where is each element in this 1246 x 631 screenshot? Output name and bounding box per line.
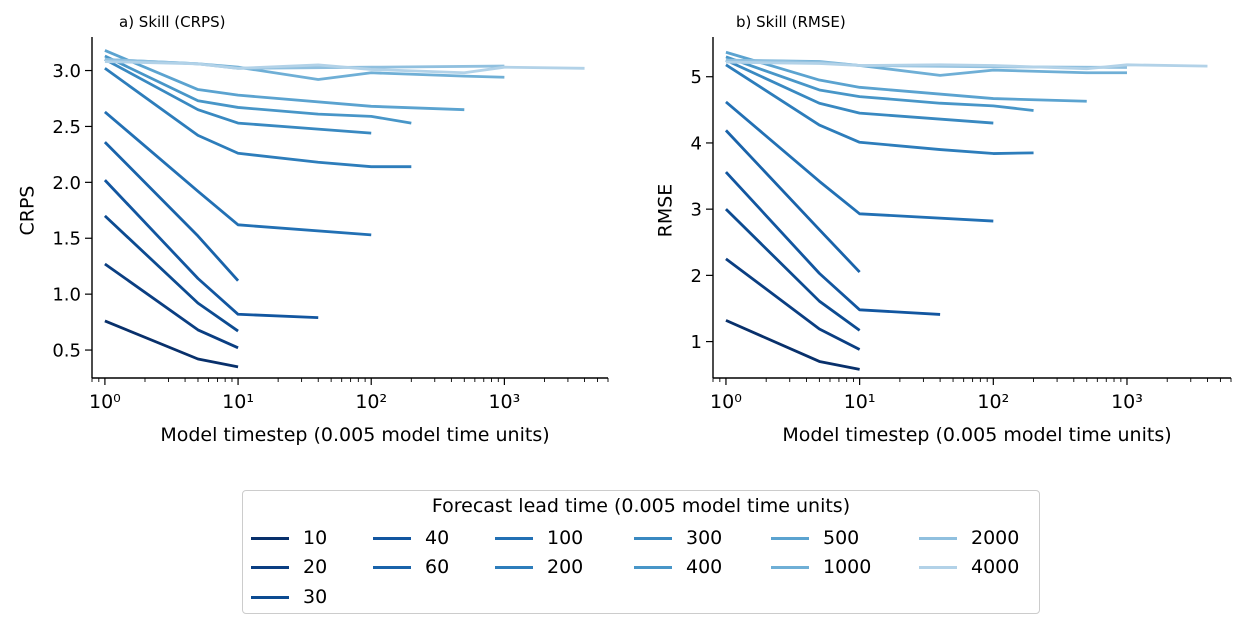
legend-swatch [373, 565, 411, 569]
x-tick-label: 10² [355, 391, 387, 413]
legend-swatch [634, 565, 672, 569]
y-tick-label: 5 [691, 67, 702, 88]
legend-item-300: 300 [634, 525, 722, 551]
legend-label: 100 [547, 527, 584, 549]
legend-item-2000: 2000 [919, 525, 1019, 551]
legend-item-40: 40 [373, 525, 449, 551]
y-tick-label: 1.5 [52, 229, 81, 250]
x-axis-label: Model timestep (0.005 model time units) [160, 424, 549, 446]
legend-label: 200 [547, 556, 584, 578]
y-axis-label: CRPS [17, 186, 39, 236]
y-tick-label: 2.5 [52, 117, 81, 138]
y-tick-label: 0.5 [52, 341, 81, 362]
legend-item-200: 200 [495, 554, 583, 580]
x-tick-label: 10⁰ [89, 391, 121, 413]
series-line-500 [725, 50, 1087, 103]
y-tick-label: 1 [691, 332, 702, 353]
series-line-200 [725, 63, 1034, 155]
series-line-20 [104, 262, 239, 350]
legend-title: Forecast lead time (0.005 model time uni… [431, 495, 851, 517]
legend-swatch [251, 565, 289, 569]
legend-label: 10 [303, 527, 328, 549]
series-line-4000 [725, 60, 1208, 71]
legend-label: 40 [425, 527, 450, 549]
legend-swatch [495, 565, 533, 569]
legend-swatch [919, 536, 957, 540]
legend-label: 60 [425, 556, 450, 578]
legend-label: 400 [686, 556, 723, 578]
legend-item-100: 100 [495, 525, 583, 551]
series-line-10 [104, 319, 239, 369]
series-line-100 [725, 100, 994, 223]
legend-label: 300 [686, 527, 723, 549]
legend-item-20: 20 [251, 554, 327, 580]
series-line-30 [103, 214, 239, 333]
legend-label: 20 [303, 556, 328, 578]
series-line-40 [103, 179, 319, 320]
legend-label: 2000 [971, 527, 1020, 549]
x-tick-label: 10³ [1111, 391, 1143, 413]
legend-swatch [771, 536, 809, 540]
legend-swatch [251, 595, 289, 599]
legend-swatch [634, 536, 672, 540]
panel-title: a) Skill (CRPS) [119, 13, 225, 31]
legend-item-4000: 4000 [919, 554, 1019, 580]
series-line-20 [725, 257, 861, 351]
series-line-60 [103, 141, 240, 282]
legend-item-400: 400 [634, 554, 722, 580]
legend-label: 4000 [971, 556, 1020, 578]
crps-panel: 10⁰ 10¹ 10² 10³ 0.5 1.0 1.5 2.0 2.5 3.0 a) Skill (… [17, 13, 609, 446]
series-line-200 [104, 67, 412, 169]
series-line-4000 [104, 60, 585, 75]
series-line-100 [103, 110, 372, 237]
legend-label: 500 [823, 527, 860, 549]
legend-item-500: 500 [771, 525, 859, 551]
y-axis-label: RMSE [655, 184, 677, 238]
legend-swatch [251, 536, 289, 540]
rmse-panel: 10⁰ 10¹ 10² 10³ 1 2 3 4 5 b) Skill (RMSE) Model ti… [655, 13, 1232, 446]
legend-swatch [771, 565, 809, 569]
series-line-400 [725, 55, 1034, 112]
x-tick-label: 10² [977, 391, 1009, 413]
y-tick-label: 4 [691, 133, 702, 154]
legend-item-60: 60 [373, 554, 449, 580]
series-line-10 [725, 319, 860, 371]
y-tick-label: 2 [691, 266, 702, 287]
series-line-40 [724, 171, 941, 316]
legend-item-1000: 1000 [771, 554, 871, 580]
series-line-60 [724, 129, 861, 274]
x-tick-label: 10³ [488, 391, 520, 413]
legend-label: 1000 [823, 556, 872, 578]
y-tick-label: 3.0 [52, 61, 81, 82]
legend-swatch [373, 536, 411, 540]
y-tick-label: 3 [691, 200, 702, 221]
series-line-300 [104, 58, 372, 135]
x-tick-label: 10⁰ [710, 391, 742, 413]
legend-swatch [919, 565, 957, 569]
x-tick-label: 10¹ [222, 391, 254, 413]
y-tick-label: 1.0 [52, 285, 81, 306]
panel-title: b) Skill (RMSE) [736, 13, 846, 31]
x-axis-label: Model timestep (0.005 model time units) [782, 424, 1171, 446]
x-tick-label: 10¹ [844, 391, 876, 413]
legend-item-10: 10 [251, 525, 327, 551]
legend-item-30: 30 [251, 584, 327, 610]
series-line-400 [104, 54, 412, 125]
series-line-300 [725, 58, 994, 125]
legend-swatch [495, 536, 533, 540]
series-line-30 [724, 208, 861, 332]
series-line-500 [104, 49, 465, 112]
legend: Forecast lead time (0.005 model time uni… [242, 490, 1040, 614]
y-tick-label: 2.0 [52, 173, 81, 194]
legend-label: 30 [303, 586, 328, 608]
